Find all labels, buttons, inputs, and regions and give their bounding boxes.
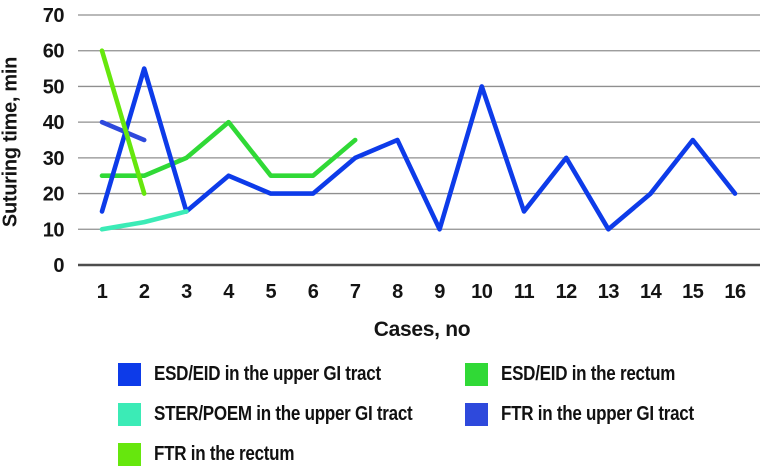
legend-item-esd-eid-rectum: ESD/EID in the rectum (465, 362, 728, 386)
x-tick-label-16: 16 (724, 281, 746, 303)
legend-item-ster-poem-upper-gi: STER/POEM in the upper GI tract (118, 402, 465, 426)
legend-label-esd-eid-rectum: ESD/EID in the rectum (501, 362, 676, 385)
series-line-ster-poem-upper-gi (99, 209, 189, 232)
x-tick-label-12: 12 (556, 281, 578, 303)
x-tick-label-3: 3 (181, 281, 192, 303)
x-tick-label-10: 10 (471, 281, 493, 303)
series-line-esd-eid-upper-gi (99, 66, 738, 232)
y-tick-label-70: 70 (43, 5, 65, 27)
legend-swatch-ftr-upper-gi (465, 402, 488, 426)
legend-swatch-esd-eid-upper-gi (118, 362, 141, 386)
x-tick-label-15: 15 (682, 281, 704, 303)
legend-swatch-ster-poem-upper-gi (118, 402, 141, 426)
series-line-esd-eid-rectum (99, 119, 358, 179)
x-tick-label-2: 2 (139, 281, 150, 303)
legend-label-esd-eid-upper-gi: ESD/EID in the upper GI tract (154, 362, 381, 385)
legend-item-ftr-upper-gi: FTR in the upper GI tract (465, 402, 728, 426)
legend-swatch-ftr-rectum (118, 442, 141, 466)
x-axis-title: Cases, no (373, 318, 471, 341)
x-tick-label-13: 13 (598, 281, 620, 303)
x-tick-label-5: 5 (265, 281, 276, 303)
x-tick-label-1: 1 (97, 281, 108, 303)
legend-label-ftr-rectum: FTR in the rectum (154, 442, 295, 465)
legend-item-esd-eid-upper-gi: ESD/EID in the upper GI tract (118, 362, 465, 386)
y-tick-label-50: 50 (43, 76, 65, 98)
y-tick-label-30: 30 (43, 148, 65, 170)
x-tick-label-8: 8 (392, 281, 403, 303)
legend-label-ftr-upper-gi: FTR in the upper GI tract (501, 402, 694, 425)
series-line-ftr-upper-gi (99, 119, 147, 143)
y-tick-label-60: 60 (43, 41, 65, 63)
y-tick-label-0: 0 (53, 255, 64, 277)
legend: ESD/EID in the upper GI tract ESD/EID in … (118, 354, 728, 474)
x-tick-label-7: 7 (350, 281, 361, 303)
x-tick-label-14: 14 (640, 281, 663, 303)
y-tick-label-40: 40 (43, 112, 65, 134)
x-tick-label-11: 11 (514, 281, 535, 303)
y-tick-label-10: 10 (43, 219, 65, 241)
legend-item-ftr-rectum: FTR in the rectum (118, 442, 465, 466)
x-tick-label-9: 9 (434, 281, 445, 303)
x-tick-label-6: 6 (308, 281, 319, 303)
y-tick-label-20: 20 (43, 184, 65, 206)
legend-swatch-esd-eid-rectum (465, 362, 488, 386)
series-line-ftr-rectum (99, 48, 147, 196)
legend-label-ster-poem-upper-gi: STER/POEM in the upper GI tract (154, 402, 413, 425)
x-tick-label-4: 4 (223, 281, 235, 303)
